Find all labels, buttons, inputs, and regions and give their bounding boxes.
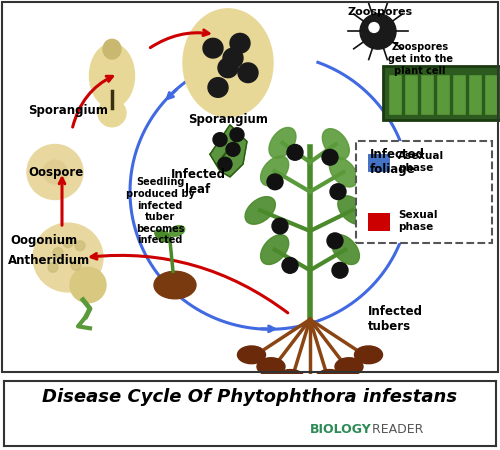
Ellipse shape [354, 346, 382, 364]
Circle shape [272, 218, 288, 234]
Circle shape [282, 257, 298, 273]
Circle shape [70, 267, 106, 303]
Text: Infected
tubers: Infected tubers [368, 306, 423, 333]
Circle shape [208, 78, 228, 97]
Circle shape [48, 262, 58, 272]
Circle shape [223, 48, 243, 68]
Circle shape [267, 174, 283, 190]
Circle shape [71, 261, 81, 270]
FancyBboxPatch shape [452, 74, 466, 115]
FancyBboxPatch shape [484, 74, 498, 115]
Text: Antheridium: Antheridium [8, 254, 90, 267]
Circle shape [43, 160, 67, 184]
Ellipse shape [296, 375, 324, 393]
Ellipse shape [257, 358, 285, 375]
Text: Infected
leaf: Infected leaf [170, 168, 226, 196]
Ellipse shape [103, 39, 121, 59]
Ellipse shape [338, 196, 367, 225]
Circle shape [330, 184, 346, 199]
Circle shape [218, 157, 232, 171]
Text: Infected
foliage: Infected foliage [370, 148, 425, 176]
Circle shape [230, 33, 250, 53]
Text: Sexual
phase: Sexual phase [398, 210, 438, 232]
Circle shape [230, 128, 244, 142]
Ellipse shape [170, 225, 184, 236]
Ellipse shape [269, 127, 296, 158]
Circle shape [75, 241, 85, 251]
Text: Oogonium: Oogonium [10, 234, 77, 248]
FancyBboxPatch shape [420, 74, 434, 115]
Text: Seedling
produced by
infected
tuber
becomes
infected: Seedling produced by infected tuber beco… [126, 177, 194, 245]
Ellipse shape [154, 271, 196, 299]
FancyBboxPatch shape [368, 213, 390, 231]
Ellipse shape [260, 156, 288, 186]
Ellipse shape [316, 369, 344, 387]
Circle shape [33, 223, 103, 292]
FancyBboxPatch shape [368, 154, 390, 172]
Text: Asexual
phase: Asexual phase [398, 151, 444, 173]
Ellipse shape [90, 44, 134, 108]
Ellipse shape [238, 346, 266, 364]
Text: BIOLOGY: BIOLOGY [310, 423, 372, 436]
Text: Disease Cycle Of Phytophthora infestans: Disease Cycle Of Phytophthora infestans [42, 388, 458, 406]
Text: Zoospores: Zoospores [348, 7, 413, 17]
Text: Oospore: Oospore [28, 166, 83, 179]
FancyBboxPatch shape [468, 74, 482, 115]
FancyBboxPatch shape [388, 74, 402, 115]
Circle shape [218, 58, 238, 78]
Ellipse shape [322, 129, 349, 159]
Circle shape [322, 149, 338, 165]
Circle shape [287, 144, 303, 160]
FancyBboxPatch shape [383, 66, 500, 120]
Ellipse shape [155, 230, 171, 242]
Ellipse shape [276, 369, 304, 387]
Ellipse shape [245, 197, 276, 224]
Circle shape [27, 144, 83, 199]
Circle shape [213, 133, 227, 146]
Text: Zoospores
get into the
plant cell: Zoospores get into the plant cell [388, 42, 452, 76]
Ellipse shape [183, 9, 273, 117]
FancyBboxPatch shape [436, 74, 450, 115]
Circle shape [327, 233, 343, 249]
Circle shape [369, 22, 379, 32]
Circle shape [53, 248, 63, 257]
Circle shape [98, 99, 126, 127]
Ellipse shape [335, 358, 363, 375]
Circle shape [332, 262, 348, 278]
Polygon shape [210, 125, 247, 177]
Ellipse shape [332, 235, 359, 265]
Circle shape [238, 63, 258, 82]
Ellipse shape [330, 157, 357, 187]
Text: Sporangium: Sporangium [28, 104, 108, 117]
Text: Sporangium: Sporangium [188, 113, 268, 126]
Circle shape [203, 38, 223, 58]
FancyBboxPatch shape [356, 140, 492, 243]
Text: READER: READER [368, 423, 424, 436]
Circle shape [63, 238, 73, 248]
Circle shape [360, 14, 396, 49]
Circle shape [226, 143, 240, 156]
FancyBboxPatch shape [404, 74, 418, 115]
Ellipse shape [260, 235, 288, 265]
